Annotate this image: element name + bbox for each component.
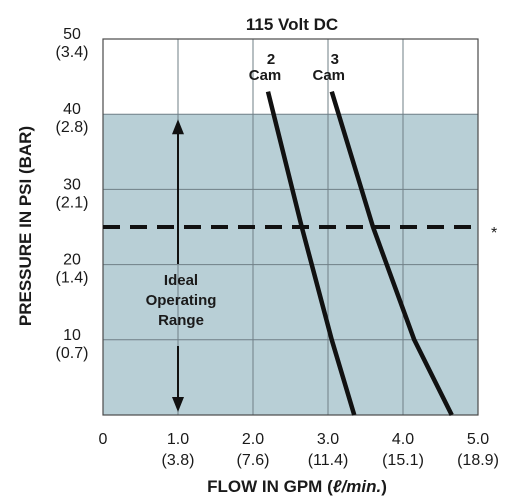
series-label-cam: Cam <box>249 67 282 84</box>
x-tick-sublabel: (3.8) <box>162 452 195 469</box>
x-tick-sublabel: (18.9) <box>457 452 499 469</box>
x-axis-ticks: 0 1.0 (3.8) 2.0 (7.6) 3.0 (11.4) 4.0 (15.1) 5.0 (1… <box>99 431 499 469</box>
x-axis-title-main: FLOW IN GPM ( <box>207 477 333 496</box>
y-axis-ticks: 10(0.7) 20(1.4) 30(2.1) 40(2.8) 50(3.4) <box>56 26 89 362</box>
x-axis-title-unit: ℓ/min. <box>333 477 381 496</box>
x-axis-title: FLOW IN GPM (ℓ/min.) <box>207 477 387 496</box>
x-tick-label: 0 <box>99 431 108 448</box>
series-label-cam: Cam <box>312 67 345 84</box>
y-tick-label: 10 <box>63 327 81 344</box>
arrow-head-down <box>172 397 184 412</box>
y-axis-title: PRESSURE IN PSI (BAR) <box>16 126 35 326</box>
x-tick-label: 5.0 <box>467 431 489 448</box>
y-tick-sublabel: (2.1) <box>56 194 89 211</box>
series-label-number: 3 <box>331 51 339 68</box>
x-tick-sublabel: (7.6) <box>237 452 270 469</box>
y-tick-label: 20 <box>63 252 81 269</box>
ideal-range-label-line: Ideal <box>164 272 198 289</box>
ideal-range-label-line: Operating <box>146 292 217 309</box>
x-tick-label: 2.0 <box>242 431 264 448</box>
x-tick-label: 1.0 <box>167 431 189 448</box>
x-axis-title-close: ) <box>381 477 387 496</box>
y-tick-label: 30 <box>63 176 81 193</box>
series-line-2-cam <box>265 91 357 416</box>
reference-note: * <box>491 225 497 242</box>
y-tick-sublabel: (1.4) <box>56 270 89 287</box>
x-tick-sublabel: (11.4) <box>308 452 349 469</box>
arrow-head-up <box>172 119 184 135</box>
x-tick-sublabel: (15.1) <box>382 452 424 469</box>
series-line-3-cam <box>329 90 454 417</box>
y-tick-label: 50 <box>63 26 81 43</box>
y-tick-label: 40 <box>63 101 81 118</box>
chart-title: 115 Volt DC <box>246 15 338 34</box>
y-tick-sublabel: (3.4) <box>56 44 89 61</box>
ideal-range-arrow <box>172 119 184 412</box>
ideal-range-label: Ideal Operating Range <box>146 272 217 329</box>
x-tick-label: 3.0 <box>317 431 339 448</box>
y-tick-sublabel: (2.8) <box>56 119 89 136</box>
series-label-number: 2 <box>267 51 275 68</box>
x-tick-label: 4.0 <box>392 431 414 448</box>
ideal-range-label-line: Range <box>158 312 204 329</box>
y-tick-sublabel: (0.7) <box>56 345 89 362</box>
